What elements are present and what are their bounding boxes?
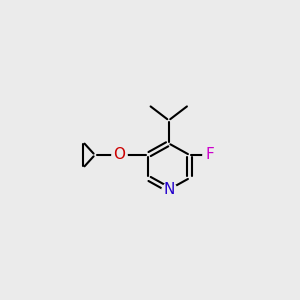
Text: O: O [113, 148, 125, 163]
Text: N: N [163, 182, 175, 197]
Text: F: F [206, 148, 215, 163]
